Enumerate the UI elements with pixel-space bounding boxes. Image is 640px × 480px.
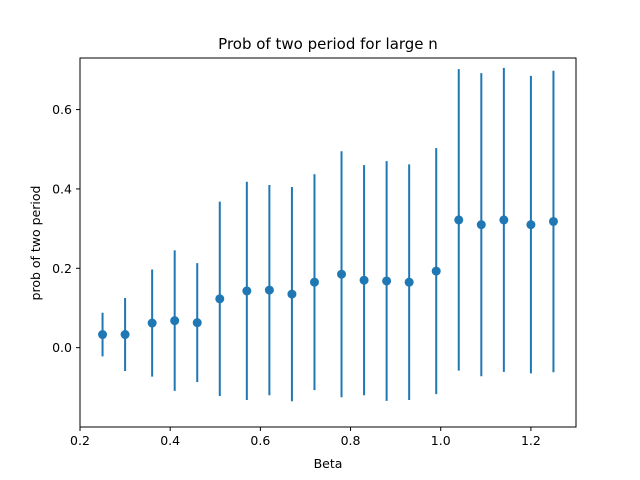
x-tick-label: 0.4: [160, 433, 180, 448]
data-point: [431, 266, 441, 276]
y-tick-label: 0.6: [52, 102, 72, 117]
data-point: [309, 277, 319, 287]
y-tick-label: 0.0: [52, 340, 72, 355]
data-point: [264, 285, 274, 295]
x-axis: 0.2 0.4 0.6 0.8 1.0 1.2: [70, 427, 541, 448]
data-point: [120, 330, 130, 340]
x-tick-label: 1.0: [431, 433, 451, 448]
x-tick-label: 1.2: [521, 433, 541, 448]
data-point: [98, 330, 108, 340]
data-point: [404, 277, 414, 287]
data-point: [242, 286, 252, 296]
data-point: [526, 220, 536, 230]
y-tick-label: 0.2: [52, 261, 72, 276]
y-axis: 0.0 0.2 0.4 0.6: [52, 102, 80, 355]
data-point: [382, 276, 392, 286]
x-tick-label: 0.2: [70, 433, 90, 448]
data-point: [499, 215, 509, 225]
data-point: [454, 215, 464, 225]
data-point: [147, 318, 157, 328]
data-point: [192, 318, 202, 328]
data-point: [215, 294, 225, 304]
axes-frame: [79, 57, 577, 428]
x-tick-label: 0.6: [250, 433, 270, 448]
data-point: [337, 269, 347, 279]
data-point: [476, 220, 486, 230]
data-point: [359, 275, 369, 285]
chart-title: Prob of two period for large n: [218, 35, 438, 53]
y-tick-label: 0.4: [52, 181, 72, 196]
data-point: [548, 216, 558, 226]
data-point: [287, 289, 297, 299]
x-axis-label: Beta: [314, 456, 343, 471]
plot-area: [98, 67, 558, 402]
data-point: [170, 316, 180, 326]
x-tick-label: 0.8: [341, 433, 361, 448]
y-axis-label: prob of two period: [28, 186, 43, 301]
